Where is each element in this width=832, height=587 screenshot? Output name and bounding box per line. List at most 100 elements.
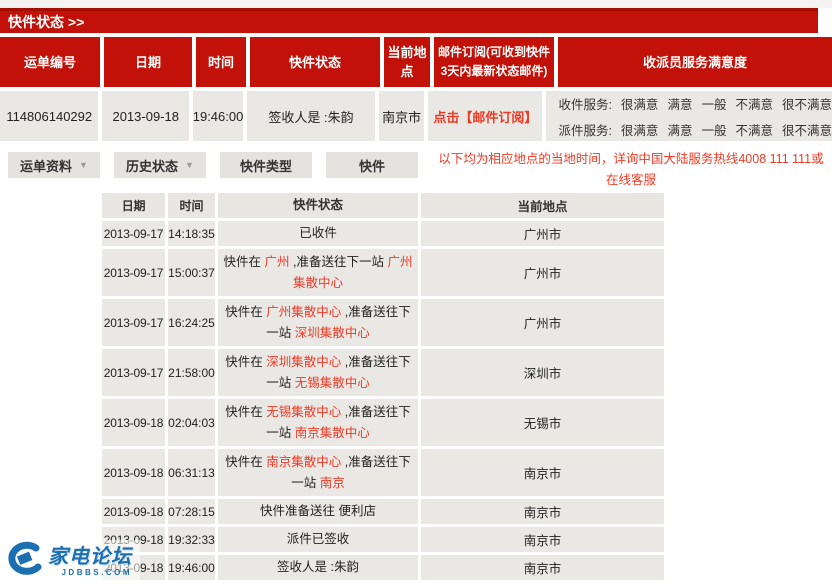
summary-header-status: 快件状态 — [250, 37, 380, 87]
mail-subscribe-link[interactable]: 点击【邮件订阅】 — [433, 109, 538, 125]
status-highlight: 广州 — [264, 254, 290, 269]
page-title: 快件状态 >> — [8, 14, 85, 30]
history-location-cell: 南京市 — [421, 449, 664, 496]
tab-label: 运单资料 — [20, 158, 73, 174]
satisfaction-cell: 收件服务: 很满意 满意 一般 不满意 很不满意 派件服务: 很满意 满意 一般 不满意 很不满意 — [546, 91, 832, 141]
history-location-cell: 广州市 — [421, 299, 664, 346]
summary-data-row: 114806140292 2013-09-18 19:46:00 签收人是 :朱… — [0, 91, 832, 141]
status-text: ,准备送往下一站 — [291, 454, 411, 490]
summary-header-row: 运单编号 日期 时间 快件状态 当前地点 邮件订阅(可收到快件3天内最新状态邮件) 收派员服… — [0, 37, 832, 87]
rating-option[interactable]: 一般 — [701, 123, 727, 138]
status-highlight: 广州集散中心 — [266, 304, 342, 319]
status-text: 快件在 — [225, 454, 267, 469]
history-header-row: 日期 时间 快件状态 当前地点 — [102, 193, 664, 218]
history-date-cell: 2013-09-17 — [102, 349, 165, 396]
history-status-cell: 快件准备送往 便利店 — [218, 499, 418, 524]
summary-header-waybill-number: 运单编号 — [0, 37, 100, 87]
rating-option[interactable]: 不满意 — [735, 123, 773, 138]
tab-label: 快件 — [358, 158, 385, 174]
status-highlight: 无锡集散中心 — [266, 404, 342, 419]
status-text: ,准备送往下一站 — [266, 404, 411, 440]
rating-label: 派件服务: — [558, 123, 612, 138]
tab-history-status[interactable]: 历史状态 ▼ — [114, 152, 206, 178]
rating-option[interactable]: 满意 — [667, 97, 693, 112]
mail-subscribe-cell: 点击【邮件订阅】 — [428, 91, 543, 141]
history-row: 2013-09-17 15:00:37 快件在 广州 ,准备送往下一站 广州集散中心… — [102, 249, 664, 296]
status-text: ,准备送往下一站 — [289, 254, 388, 269]
tab-label: 快件类型 — [239, 158, 292, 174]
history-status-cell: 快件在 南京集散中心 ,准备送往下一站 南京 — [218, 449, 418, 496]
history-location-cell: 深圳市 — [421, 349, 664, 396]
section-title-banner: 快件状态 >> — [0, 8, 818, 33]
rating-option[interactable]: 很不满意 — [781, 123, 832, 138]
local-time-notice: 以下均为相应地点的当地时间，详询中国大陆服务热线4008 111 111或 在线… — [430, 149, 832, 191]
location-cell: 南京市 — [378, 91, 425, 141]
status-text: 快件在 — [223, 254, 265, 269]
status-highlight: 南京集散中心 — [266, 454, 342, 469]
rating-option[interactable]: 很满意 — [620, 97, 659, 112]
time-cell: 19:46:00 — [193, 91, 243, 141]
tab-waybill-info[interactable]: 运单资料 ▼ — [8, 152, 100, 178]
watermark-swoosh-icon — [8, 541, 42, 575]
date-cell: 2013-09-18 — [102, 91, 190, 141]
history-header-time: 时间 — [168, 193, 215, 218]
status-text: 快件在 — [225, 404, 267, 419]
rating-option[interactable]: 满意 — [667, 123, 693, 138]
tab-shipment-type[interactable]: 快件类型 — [220, 152, 312, 178]
history-status-cell: 签收人是 :朱韵 — [218, 555, 418, 580]
history-time-cell: 14:18:35 — [168, 221, 215, 246]
rating-option[interactable]: 很不满意 — [781, 97, 832, 112]
summary-header-date: 日期 — [104, 37, 192, 87]
status-text: 签收人是 :朱韵 — [277, 560, 359, 574]
status-highlight: 无锡集散中心 — [294, 375, 370, 390]
history-date-cell: 2013-09-17 — [102, 221, 165, 246]
history-time-cell: 06:31:13 — [168, 449, 215, 496]
history-row: 2013-09-17 21:58:00 快件在 深圳集散中心 ,准备送往下一站 无锡… — [102, 349, 664, 396]
history-row: 2013-09-18 07:28:15 快件准备送往 便利店 南京市 — [102, 499, 664, 524]
chevron-down-icon: ▼ — [79, 160, 88, 170]
chevron-down-icon: ▼ — [185, 160, 194, 170]
status-highlight: 深圳集散中心 — [294, 325, 370, 340]
history-row: 2013-09-17 16:24:25 快件在 广州集散中心 ,准备送往下一站 深圳… — [102, 299, 664, 346]
rating-label: 收件服务: — [558, 97, 612, 112]
notice-line-2: 在线客服 — [605, 173, 656, 187]
history-time-cell: 07:28:15 — [168, 499, 215, 524]
summary-header-mail-subscribe: 邮件订阅(可收到快件3天内最新状态邮件) — [434, 37, 554, 87]
history-status-cell: 派件已签收 — [218, 527, 418, 552]
status-text: 快件准备送往 便利店 — [260, 504, 376, 518]
history-time-cell: 21:58:00 — [168, 349, 215, 396]
status-text: ,准备送往下一站 — [266, 354, 411, 390]
status-text: 快件在 — [225, 304, 267, 319]
history-time-cell: 15:00:37 — [168, 249, 215, 296]
tab-bar: 运单资料 ▼ 历史状态 ▼ 快件类型 快件 — [8, 152, 832, 178]
history-date-cell: 2013-09-18 — [102, 449, 165, 496]
watermark-name: 家电论坛 — [48, 545, 132, 568]
history-time-cell: 02:04:03 — [168, 399, 215, 446]
summary-header-courier-satisfaction: 收派员服务满意度 — [558, 37, 832, 87]
history-status-cell: 快件在 广州 ,准备送往下一站 广州集散中心 — [218, 249, 418, 296]
history-location-cell: 南京市 — [421, 499, 664, 524]
page-top-strip — [0, 0, 832, 8]
history-location-cell: 无锡市 — [421, 399, 664, 446]
history-table: 日期 时间 快件状态 当前地点 2013-09-17 14:18:35 已收件 广州市 2013… — [102, 193, 664, 580]
history-header-status: 快件状态 — [218, 193, 418, 218]
rating-option[interactable]: 很满意 — [620, 123, 659, 138]
status-text: 已收件 — [299, 226, 337, 240]
rating-option[interactable]: 不满意 — [735, 97, 773, 112]
history-date-cell: 2013-09-18 — [102, 399, 165, 446]
history-status-cell: 快件在 无锡集散中心 ,准备送往下一站 南京集散中心 — [218, 399, 418, 446]
tab-shipment[interactable]: 快件 — [326, 152, 418, 178]
status-text: ,准备送往下一站 — [266, 304, 411, 340]
history-time-cell: 16:24:25 — [168, 299, 215, 346]
status-highlight: 南京 — [319, 475, 345, 490]
history-status-cell: 已收件 — [218, 221, 418, 246]
status-highlight: 广州集散中心 — [292, 254, 413, 290]
history-location-cell: 南京市 — [421, 555, 664, 580]
rating-option[interactable]: 一般 — [701, 97, 727, 112]
history-date-cell: 2013-09-18 — [102, 499, 165, 524]
history-date-cell: 2013-09-17 — [102, 249, 165, 296]
watermark-domain: JDBBS.COM — [61, 567, 132, 577]
history-status-cell: 快件在 广州集散中心 ,准备送往下一站 深圳集散中心 — [218, 299, 418, 346]
history-row: 2013-09-17 14:18:35 已收件 广州市 — [102, 221, 664, 246]
